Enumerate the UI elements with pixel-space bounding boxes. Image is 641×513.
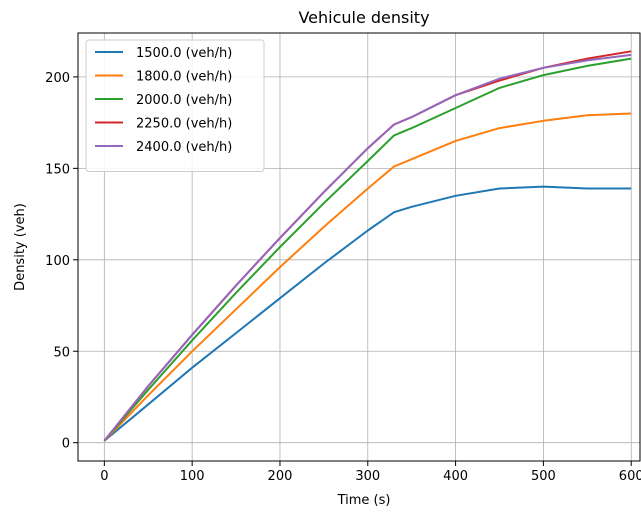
legend-box [85,39,265,172]
y-tick-label: 150 [45,162,70,177]
series-line-0 [103,185,632,442]
y-tick-label: 0 [62,437,70,452]
legend-entry: 2400.0 (veh/h) [136,140,232,155]
x-tick-label: 0 [100,469,108,484]
legend-entry: 2000.0 (veh/h) [136,93,232,108]
x-tick-label: 200 [268,469,293,484]
x-tick-label: 500 [531,469,556,484]
x-tick-label: 100 [180,469,205,484]
legend-entry: 1800.0 (veh/h) [136,70,232,85]
legend-entry: 2250.0 (veh/h) [136,117,232,132]
series-line-2 [103,57,632,442]
chart-title: Vehicule density [298,8,429,27]
plot-frame [77,32,641,462]
x-tick-label: 400 [443,469,468,484]
x-axis-label: Time (s) [337,493,391,508]
y-tick-label: 200 [45,71,70,86]
y-axis-label: Density (veh) [13,203,28,291]
x-tick-label: 300 [355,469,380,484]
series-layer [103,50,632,442]
y-tick-label: 50 [53,345,70,360]
x-tick-label: 600 [619,469,641,484]
y-tick-label: 100 [45,254,70,269]
series-line-4 [103,53,632,442]
legend-entry: 1500.0 (veh/h) [136,46,232,61]
legend: 1500.0 (veh/h) 1800.0 (veh/h) 2000.0 (veh/… [85,39,265,172]
ticks: 0 100 200 300 400 500 600 0 50 100 150 200 [45,71,641,484]
series-line-1 [103,112,632,442]
